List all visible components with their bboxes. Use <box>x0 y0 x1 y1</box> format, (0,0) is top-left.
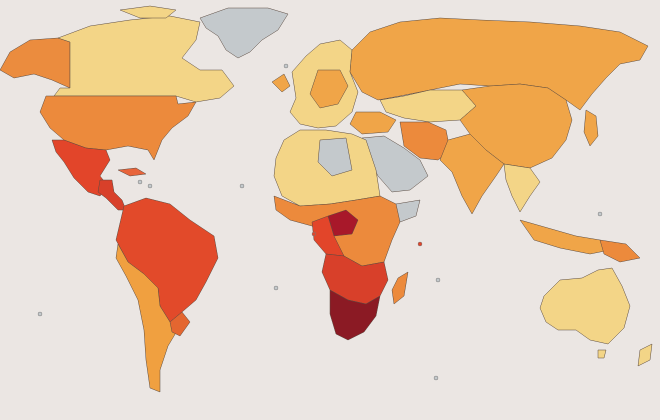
region <box>637 343 653 367</box>
region <box>169 311 191 337</box>
region <box>583 109 599 147</box>
region <box>271 73 291 93</box>
island <box>433 375 439 381</box>
region <box>309 69 349 109</box>
region <box>117 167 147 177</box>
region <box>599 239 641 263</box>
region <box>349 17 649 111</box>
island <box>147 183 153 189</box>
region <box>597 349 607 359</box>
region <box>119 5 177 19</box>
region <box>459 83 573 169</box>
island <box>37 311 43 317</box>
island <box>273 285 279 291</box>
region <box>539 267 631 345</box>
region <box>115 243 181 393</box>
region <box>329 289 381 341</box>
island <box>435 277 441 283</box>
island <box>597 211 603 217</box>
island <box>417 241 423 247</box>
region <box>395 199 421 223</box>
region <box>349 111 397 135</box>
island <box>239 183 245 189</box>
island <box>137 179 143 185</box>
region <box>39 95 197 161</box>
region <box>199 7 289 59</box>
region <box>317 137 353 177</box>
island <box>311 231 317 237</box>
region <box>503 163 541 213</box>
region <box>391 271 409 305</box>
region <box>439 133 505 215</box>
island <box>283 63 289 69</box>
